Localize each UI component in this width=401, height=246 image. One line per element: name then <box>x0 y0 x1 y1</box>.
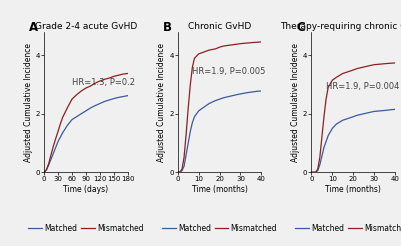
X-axis label: Time (months): Time (months) <box>325 185 381 194</box>
X-axis label: Time (days): Time (days) <box>63 185 108 194</box>
Text: HR=1.3, P=0.2: HR=1.3, P=0.2 <box>72 77 135 87</box>
Title: Grade 2-4 acute GvHD: Grade 2-4 acute GvHD <box>35 22 137 31</box>
Y-axis label: Adjusted Cumulative Incidence: Adjusted Cumulative Incidence <box>24 43 32 162</box>
X-axis label: Time (months): Time (months) <box>192 185 247 194</box>
Title: Therapy-requiring chronic GvHD: Therapy-requiring chronic GvHD <box>280 22 401 31</box>
Legend: Matched, Mismatched: Matched, Mismatched <box>292 221 401 236</box>
Legend: Matched, Mismatched: Matched, Mismatched <box>25 221 147 236</box>
Text: HR=1.9, P=0.004: HR=1.9, P=0.004 <box>326 82 399 91</box>
Text: B: B <box>163 21 172 34</box>
Y-axis label: Adjusted Cumulative Incidence: Adjusted Cumulative Incidence <box>291 43 300 162</box>
Text: C: C <box>296 21 305 34</box>
Title: Chronic GvHD: Chronic GvHD <box>188 22 251 31</box>
Y-axis label: Adjusted Cumulative Incidence: Adjusted Cumulative Incidence <box>157 43 166 162</box>
Legend: Matched, Mismatched: Matched, Mismatched <box>159 221 280 236</box>
Text: A: A <box>29 21 38 34</box>
Text: HR=1.9, P=0.005: HR=1.9, P=0.005 <box>192 67 266 76</box>
